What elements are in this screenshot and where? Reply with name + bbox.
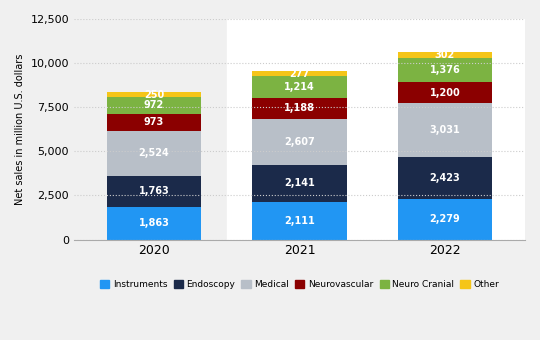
Bar <box>107 114 201 131</box>
Text: 2,141: 2,141 <box>284 178 315 188</box>
Text: 3,031: 3,031 <box>430 125 461 135</box>
Legend: Instruments, Endoscopy, Medical, Neurovascular, Neuro Cranial, Other: Instruments, Endoscopy, Medical, Neurova… <box>98 277 502 292</box>
Bar <box>107 207 201 240</box>
Bar <box>398 82 492 103</box>
Text: 2,279: 2,279 <box>430 215 461 224</box>
Text: 1,200: 1,200 <box>430 87 461 98</box>
Bar <box>398 199 492 240</box>
Bar <box>107 131 201 175</box>
Text: 2,524: 2,524 <box>139 148 170 158</box>
Text: 302: 302 <box>435 50 455 60</box>
Text: 277: 277 <box>289 69 309 79</box>
Bar <box>398 52 492 58</box>
Text: 2,423: 2,423 <box>430 173 461 183</box>
Text: 1,863: 1,863 <box>139 218 170 228</box>
Bar <box>252 71 347 76</box>
Text: 973: 973 <box>144 118 164 128</box>
Bar <box>252 202 347 240</box>
Bar <box>398 58 492 82</box>
Bar <box>107 92 201 97</box>
Bar <box>398 103 492 157</box>
Y-axis label: Net sales in million U.S. dollars: Net sales in million U.S. dollars <box>15 54 25 205</box>
Bar <box>252 98 347 119</box>
Text: 1,376: 1,376 <box>430 65 461 75</box>
Text: 250: 250 <box>144 89 164 100</box>
Text: 1,763: 1,763 <box>139 186 170 196</box>
Bar <box>252 165 347 202</box>
Bar <box>252 76 347 98</box>
Bar <box>107 175 201 207</box>
Text: 1,214: 1,214 <box>284 82 315 92</box>
Text: 2,607: 2,607 <box>284 137 315 147</box>
Text: 2,111: 2,111 <box>284 216 315 226</box>
Bar <box>227 19 525 240</box>
Text: 1,188: 1,188 <box>284 103 315 113</box>
Bar <box>252 119 347 165</box>
Bar <box>398 157 492 199</box>
Bar <box>107 97 201 114</box>
Text: 972: 972 <box>144 100 164 110</box>
